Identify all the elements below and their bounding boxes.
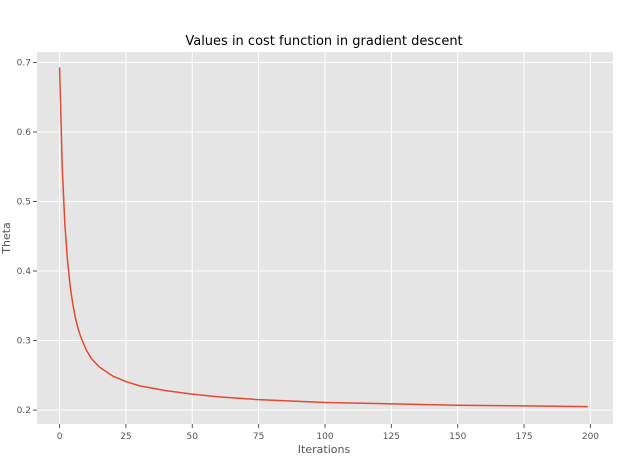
y-axis-label: Theta <box>0 222 13 255</box>
y-tick-label: 0.2 <box>17 406 31 416</box>
x-tick-label: 175 <box>515 432 532 442</box>
x-tick-label: 150 <box>449 432 466 442</box>
series-line <box>58 67 588 408</box>
x-tick-label: 25 <box>120 432 131 442</box>
x-tick-label: 200 <box>582 432 599 442</box>
chart-title: Values in cost function in gradient desc… <box>185 34 462 49</box>
x-tick-label: 50 <box>187 432 199 442</box>
axis-ticks: 0 25 50 75 100 125 150 175 200 0.2 0.3 0.4 0.5 0.6 0.7 <box>17 58 600 442</box>
x-tick-label: 75 <box>253 432 264 442</box>
x-axis-label: Iterations <box>298 443 351 456</box>
y-tick-label: 0.4 <box>17 267 32 277</box>
y-tick-label: 0.3 <box>17 337 31 347</box>
y-tick-label: 0.7 <box>17 58 31 68</box>
x-tick-label: 100 <box>316 432 333 442</box>
series <box>58 67 588 408</box>
grid <box>37 52 613 424</box>
x-tick-label: 125 <box>383 432 400 442</box>
y-tick-label: 0.5 <box>17 197 31 207</box>
y-tick-label: 0.6 <box>17 128 32 138</box>
x-tick-label: 0 <box>57 432 63 442</box>
